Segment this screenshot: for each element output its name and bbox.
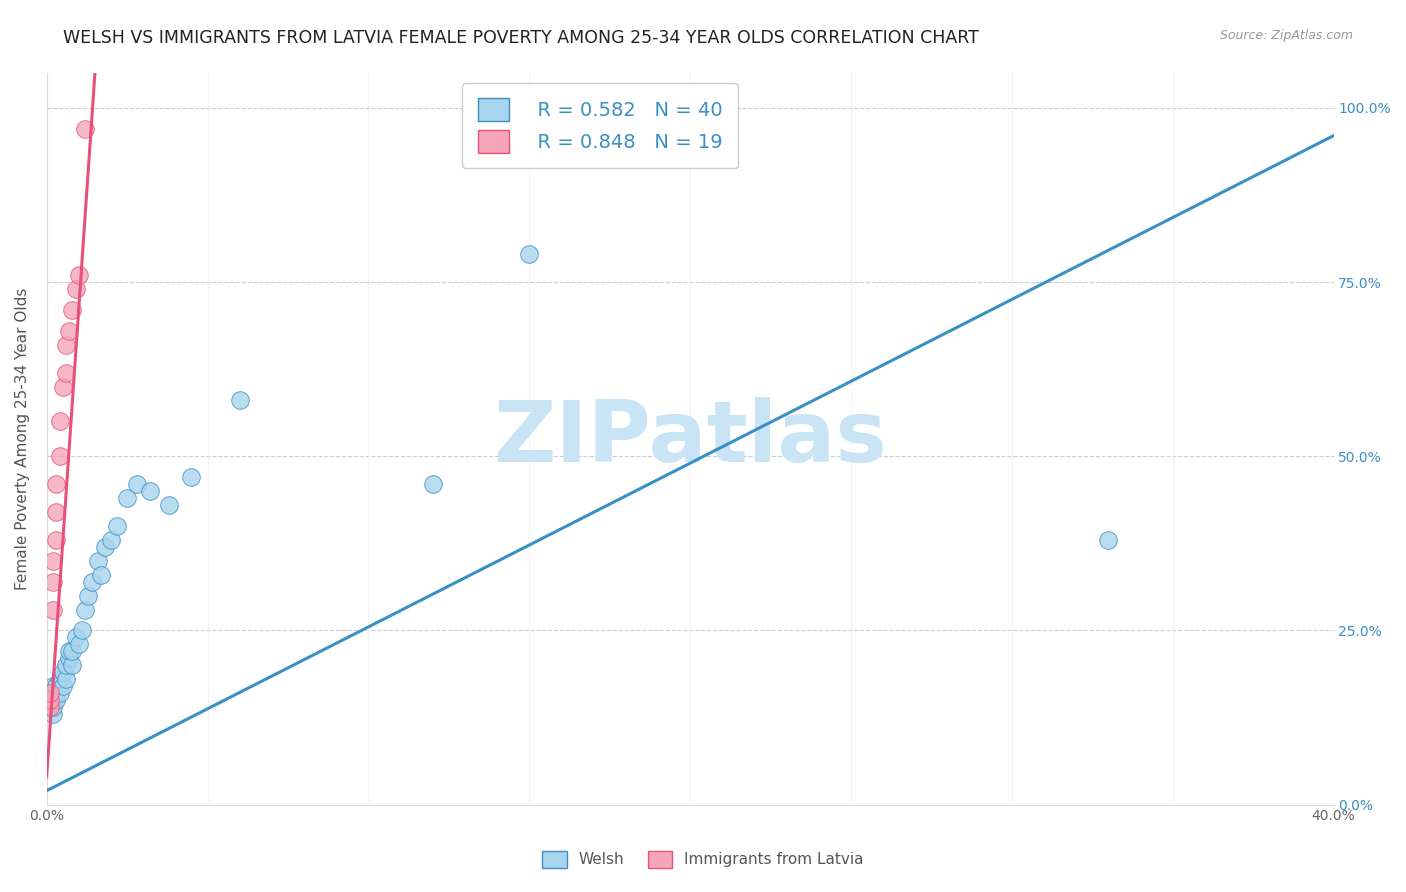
Text: ZIPatlas: ZIPatlas [494, 397, 887, 480]
Point [38, 700, 60, 714]
Point [157, 498, 180, 512]
Point [125, 477, 148, 491]
Point [80, 574, 103, 589]
Point [115, 491, 138, 505]
Point [90, 567, 112, 582]
Point [517, 247, 540, 261]
Point [45, 693, 67, 707]
Point [75, 121, 97, 136]
Point [42, 700, 65, 714]
Legend: Welsh, Immigrants from Latvia: Welsh, Immigrants from Latvia [536, 845, 870, 873]
Point [65, 282, 87, 296]
Point [67, 268, 90, 282]
Point [58, 644, 80, 658]
Point [228, 393, 250, 408]
Legend:   R = 0.582   N = 40,   R = 0.848   N = 19: R = 0.582 N = 40, R = 0.848 N = 19 [463, 83, 738, 169]
Point [38, 693, 60, 707]
Point [42, 706, 65, 721]
Point [60, 644, 83, 658]
Point [422, 477, 444, 491]
Point [55, 366, 77, 380]
Point [42, 554, 65, 568]
Point [52, 379, 75, 393]
Point [42, 602, 65, 616]
Point [70, 624, 93, 638]
Point [48, 449, 70, 463]
Point [45, 533, 67, 547]
Y-axis label: Female Poverty Among 25-34 Year Olds: Female Poverty Among 25-34 Year Olds [15, 287, 30, 590]
Point [1097, 533, 1119, 547]
Point [138, 484, 160, 499]
Text: WELSH VS IMMIGRANTS FROM LATVIA FEMALE POVERTY AMONG 25-34 YEAR OLDS CORRELATION: WELSH VS IMMIGRANTS FROM LATVIA FEMALE P… [63, 29, 979, 46]
Point [52, 665, 75, 680]
Point [48, 686, 70, 700]
Point [42, 574, 65, 589]
Point [38, 700, 60, 714]
Point [60, 658, 83, 673]
Point [65, 631, 87, 645]
Point [55, 658, 77, 673]
Point [45, 477, 67, 491]
Point [107, 519, 129, 533]
Point [77, 589, 100, 603]
Point [38, 686, 60, 700]
Point [45, 679, 67, 693]
Point [45, 505, 67, 519]
Point [87, 554, 110, 568]
Point [55, 672, 77, 686]
Point [38, 686, 60, 700]
Point [38, 693, 60, 707]
Point [48, 414, 70, 428]
Text: Source: ZipAtlas.com: Source: ZipAtlas.com [1219, 29, 1353, 42]
Point [55, 337, 77, 351]
Point [58, 324, 80, 338]
Point [42, 693, 65, 707]
Point [42, 679, 65, 693]
Point [180, 470, 202, 484]
Point [100, 533, 122, 547]
Point [52, 679, 75, 693]
Point [45, 686, 67, 700]
Point [67, 637, 90, 651]
Point [58, 651, 80, 665]
Point [60, 302, 83, 317]
Point [93, 540, 115, 554]
Point [75, 602, 97, 616]
Point [48, 672, 70, 686]
